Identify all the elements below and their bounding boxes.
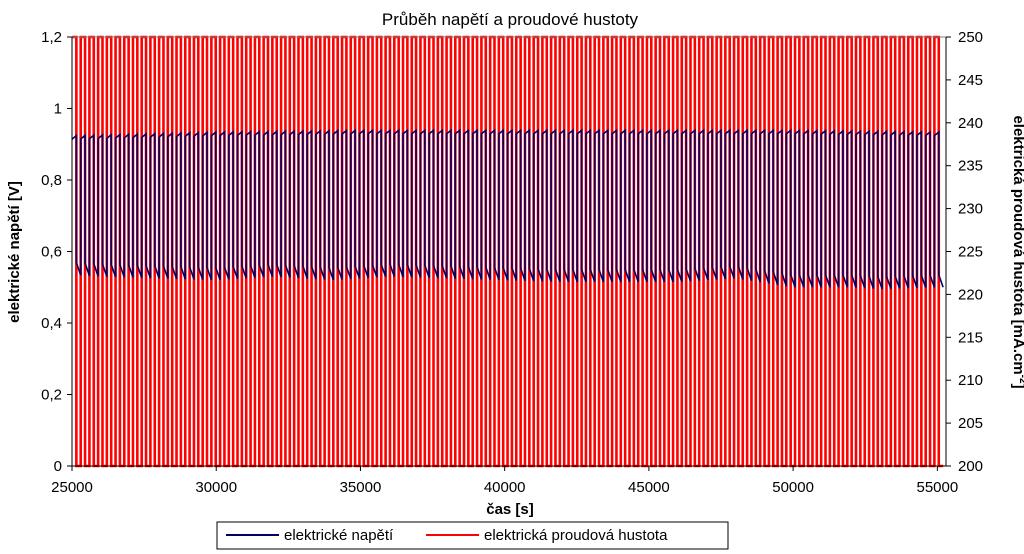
legend-label-current: elektrická proudová hustota [484, 527, 668, 544]
right-axis-tick-label: 200 [958, 458, 983, 475]
right-axis-tick-label: 235 [958, 158, 983, 175]
x-axis-tick-label: 35000 [340, 479, 382, 496]
left-axis-tick-label: 0,6 [41, 244, 62, 261]
legend-label-voltage: elektrické napětí [284, 527, 394, 544]
right-axis-title-sup: -2 [1017, 375, 1024, 384]
right-axis-title: elektrická proudová hustota [mA.cm-2] [1010, 115, 1024, 388]
left-axis-tick-label: 0 [54, 458, 62, 475]
left-axis-title: elektrické napětí [V] [6, 181, 23, 323]
right-axis-tick-label: 230 [958, 201, 983, 218]
x-axis-tick-label: 45000 [628, 479, 670, 496]
right-axis-tick-label: 250 [958, 29, 983, 46]
left-axis-tick-label: 0,8 [41, 172, 62, 189]
chart-title: Průběh napětí a proudové hustoty [382, 10, 639, 29]
x-axis-tick-label: 25000 [51, 479, 93, 496]
right-axis-title-main: elektrická proudová hustota [mA.cm [1010, 115, 1024, 374]
legend: elektrické napětí elektrická proudová hu… [216, 521, 729, 550]
left-axis-tick-label: 1 [54, 101, 62, 118]
x-axis-tick-label: 55000 [916, 479, 958, 496]
series-voltage-line [71, 128, 944, 290]
right-axis-tick-label: 220 [958, 286, 983, 303]
x-axis-tick-label: 30000 [195, 479, 237, 496]
right-axis-tick-label: 240 [958, 115, 983, 132]
x-axis-tick-label: 40000 [484, 479, 526, 496]
right-axis-tick-label: 225 [958, 244, 983, 261]
x-axis-tick-label: 50000 [772, 479, 814, 496]
right-axis-tick-label: 205 [958, 415, 983, 432]
right-axis-tick-label: 215 [958, 329, 983, 346]
right-axis-title-end: ] [1010, 384, 1024, 389]
left-axis-tick-label: 1,2 [41, 29, 62, 46]
left-axis-tick-label: 0,2 [41, 387, 62, 404]
right-axis-tick-label: 245 [958, 72, 983, 89]
x-axis-title: čas [s] [486, 501, 534, 518]
right-axis-tick-label: 210 [958, 372, 983, 389]
left-axis-tick-label: 0,4 [41, 315, 62, 332]
